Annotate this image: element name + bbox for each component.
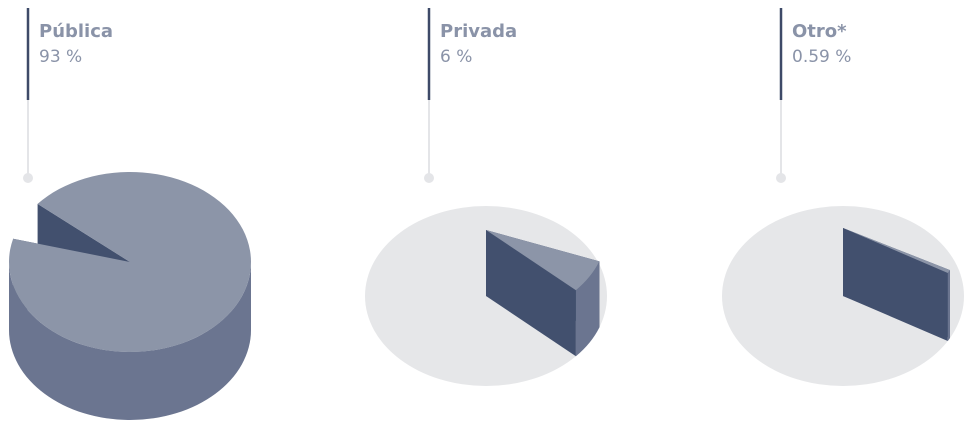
category-label: Otro* — [792, 21, 847, 42]
slice-top — [8, 172, 251, 353]
leader-dot — [424, 173, 434, 183]
slice-side — [947, 270, 950, 341]
slice-cut-face — [486, 230, 576, 357]
slice-side — [9, 262, 251, 420]
category-label: Privada — [440, 21, 517, 42]
value-label: 93 % — [39, 47, 82, 67]
slice-top — [486, 230, 600, 291]
value-label: 0.59 % — [792, 47, 851, 67]
leader-dot — [776, 173, 786, 183]
slice-cut-face — [843, 228, 948, 341]
slice-side — [575, 261, 600, 357]
value-label: 6 % — [440, 47, 472, 67]
leader-dot — [23, 173, 33, 183]
slice-top — [843, 228, 950, 273]
category-label: Pública — [39, 21, 113, 42]
